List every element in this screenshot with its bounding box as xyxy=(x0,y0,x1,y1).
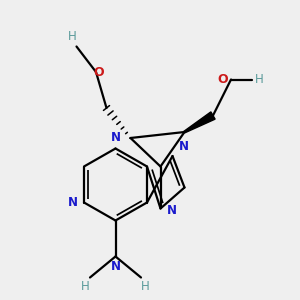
Text: H: H xyxy=(255,73,264,86)
Text: H: H xyxy=(68,31,76,44)
Text: N: N xyxy=(110,131,121,144)
Text: N: N xyxy=(110,260,121,272)
Text: N: N xyxy=(68,196,78,209)
Text: O: O xyxy=(94,65,104,79)
Text: N: N xyxy=(167,203,176,217)
Polygon shape xyxy=(184,112,215,133)
Text: N: N xyxy=(178,140,188,153)
Text: O: O xyxy=(218,73,228,86)
Text: H: H xyxy=(81,280,90,293)
Text: H: H xyxy=(141,280,150,293)
